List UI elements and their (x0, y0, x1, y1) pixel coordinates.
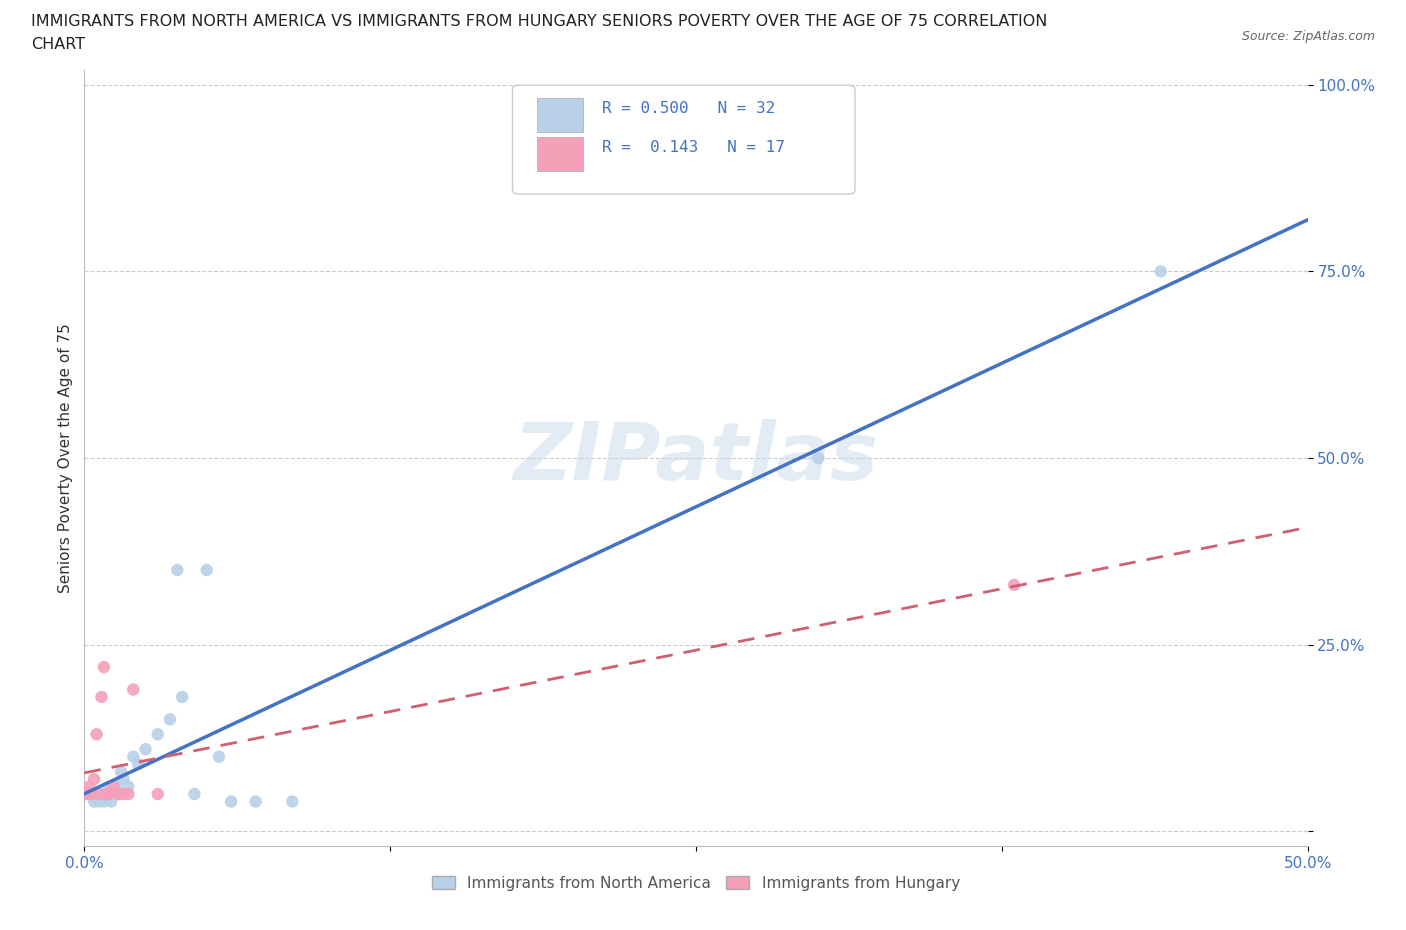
Point (195, 563, 218, 578)
Point (86, 787, 108, 802)
FancyBboxPatch shape (537, 98, 583, 132)
Point (183, 787, 205, 802)
Point (96, 787, 118, 802)
Text: R = 0.500   N = 32: R = 0.500 N = 32 (602, 100, 775, 116)
Point (166, 563, 188, 578)
Point (112, 787, 135, 802)
Point (219, 794, 242, 809)
Point (122, 750, 145, 764)
Point (245, 794, 267, 809)
Point (117, 787, 139, 802)
Text: Source: ZipAtlas.com: Source: ZipAtlas.com (1241, 30, 1375, 43)
Point (96, 787, 118, 802)
Point (159, 712, 181, 727)
FancyBboxPatch shape (513, 86, 855, 194)
Text: R =  0.143   N = 17: R = 0.143 N = 17 (602, 140, 785, 154)
Point (83, 794, 105, 809)
Point (76, 787, 98, 802)
Point (86, 727, 108, 742)
Text: ZIPatlas: ZIPatlas (513, 419, 879, 497)
Point (80, 787, 103, 802)
Point (103, 787, 125, 802)
Point (107, 787, 129, 802)
Point (117, 779, 139, 794)
Point (83, 772, 105, 787)
Point (110, 764, 132, 779)
Point (146, 727, 169, 742)
Point (135, 742, 157, 757)
Point (127, 757, 149, 772)
Point (93, 659, 115, 674)
Point (90, 689, 112, 704)
FancyBboxPatch shape (537, 137, 583, 171)
Point (97, 787, 120, 802)
Point (103, 779, 125, 794)
Point (77, 787, 100, 802)
Point (76, 787, 98, 802)
Point (112, 772, 135, 787)
Point (1002, 578, 1025, 592)
Point (87, 787, 110, 802)
Point (100, 794, 122, 809)
Point (281, 794, 304, 809)
Point (87, 794, 110, 809)
Point (107, 787, 129, 802)
Y-axis label: Seniors Poverty Over the Age of 75: Seniors Poverty Over the Age of 75 (58, 323, 73, 593)
Point (93, 794, 115, 809)
Point (208, 750, 231, 764)
Point (80, 787, 103, 802)
Legend: Immigrants from North America, Immigrants from Hungary: Immigrants from North America, Immigrant… (426, 870, 966, 897)
Point (105, 779, 128, 794)
Point (146, 787, 169, 802)
Point (90, 787, 112, 802)
Point (807, 451, 830, 466)
Text: CHART: CHART (31, 37, 84, 52)
Point (172, 689, 194, 704)
Point (77, 779, 100, 794)
Point (1150, 264, 1173, 279)
Point (122, 682, 145, 697)
Point (97, 779, 120, 794)
Text: IMMIGRANTS FROM NORTH AMERICA VS IMMIGRANTS FROM HUNGARY SENIORS POVERTY OVER TH: IMMIGRANTS FROM NORTH AMERICA VS IMMIGRA… (31, 14, 1047, 29)
